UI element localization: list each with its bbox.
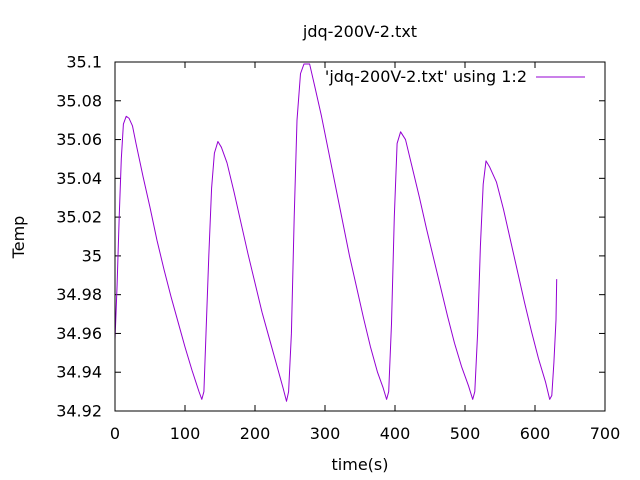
legend-entry-label: 'jdq-200V-2.txt' using 1:2 bbox=[325, 67, 527, 86]
y-tick-label: 35 bbox=[82, 246, 102, 265]
y-axis-ticks: 34.92 34.94 34.96 34.98 35 35.02 35.04 35.06 35.… bbox=[56, 53, 605, 421]
y-tick-label: 35.06 bbox=[56, 130, 102, 149]
series-line bbox=[114, 63, 558, 402]
x-tick-label: 400 bbox=[380, 424, 411, 443]
y-axis-label: Temp bbox=[9, 216, 28, 260]
y-tick-label: 35.02 bbox=[56, 208, 102, 227]
plot-frame bbox=[114, 61, 606, 412]
x-tick-label: 500 bbox=[450, 424, 481, 443]
y-tick-label: 35.08 bbox=[56, 91, 102, 110]
y-tick-label: 35.1 bbox=[66, 53, 102, 72]
x-axis-ticks: 0 100 200 300 400 500 600 700 bbox=[110, 62, 620, 443]
x-tick-label: 200 bbox=[240, 424, 271, 443]
chart-title: jdq-200V-2.txt bbox=[302, 22, 417, 41]
x-tick-label: 0 bbox=[110, 424, 120, 443]
x-tick-label: 100 bbox=[170, 424, 201, 443]
x-tick-label: 300 bbox=[310, 424, 341, 443]
y-tick-label: 34.98 bbox=[56, 285, 102, 304]
legend: 'jdq-200V-2.txt' using 1:2 bbox=[325, 67, 585, 86]
x-tick-label: 700 bbox=[590, 424, 621, 443]
x-axis-label: time(s) bbox=[332, 455, 389, 474]
y-tick-label: 34.92 bbox=[56, 402, 102, 421]
y-tick-label: 34.94 bbox=[56, 363, 102, 382]
y-tick-label: 34.96 bbox=[56, 324, 102, 343]
y-tick-label: 35.04 bbox=[56, 169, 102, 188]
x-tick-label: 600 bbox=[520, 424, 551, 443]
